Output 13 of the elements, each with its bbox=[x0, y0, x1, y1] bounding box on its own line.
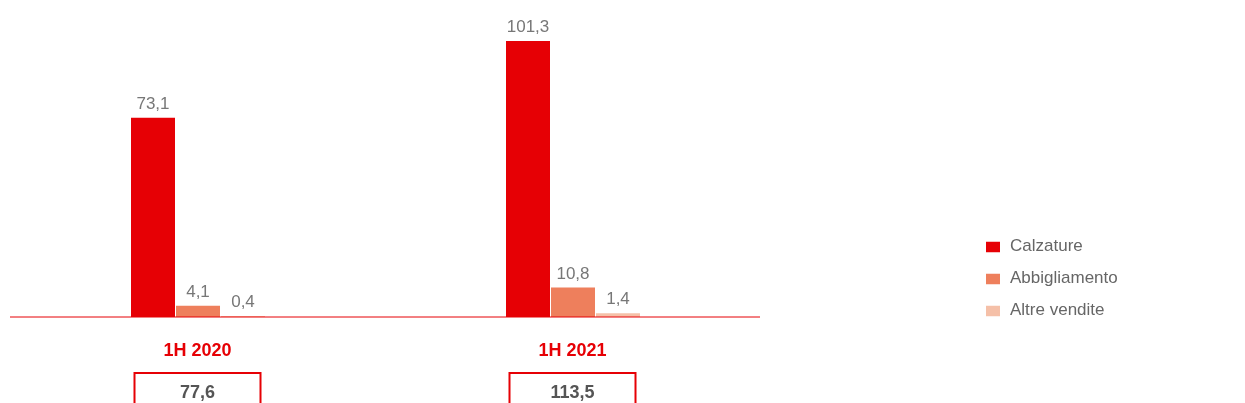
legend-label: Calzature bbox=[1010, 236, 1083, 255]
data-label: 0,4 bbox=[231, 291, 255, 311]
data-label: 4,1 bbox=[186, 281, 210, 301]
x-tick-label: 1H 2021 bbox=[538, 340, 607, 360]
legend-label: Abbigliamento bbox=[1010, 268, 1118, 287]
data-label: 101,3 bbox=[506, 17, 550, 36]
legend-label: Altre vendite bbox=[1010, 300, 1105, 319]
x-tick-label: 1H 2020 bbox=[163, 340, 232, 360]
text: 113,5 bbox=[550, 382, 595, 402]
data-label: 1,4 bbox=[606, 289, 630, 309]
data-label: 73,1 bbox=[136, 93, 170, 113]
data-label: 10,8 bbox=[556, 263, 590, 283]
text: 77,6 bbox=[179, 382, 216, 402]
